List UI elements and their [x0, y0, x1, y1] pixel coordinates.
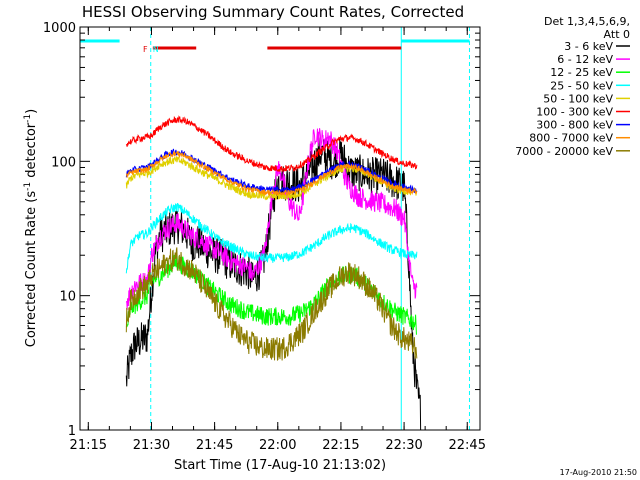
legend-item-label-1: 6 - 12 keV	[557, 53, 613, 66]
y-axis-title-sup2: -1	[23, 114, 33, 123]
axes: 21:15 21:30 21:45 22:00 22:15 22:30 22:45 1 10 10…	[43, 21, 486, 453]
y-axis-title-suffix: )	[24, 109, 39, 114]
chart-title: HESSI Observing Summary Count Rates, Cor…	[82, 3, 464, 21]
legend-item-label-4: 50 - 100 keV	[543, 92, 613, 105]
legend-header-1: Det 1,3,4,5,6,9,	[544, 15, 630, 28]
y-axis-title: Corrected Count Rate (s-1 detector-1)	[23, 109, 39, 347]
status-label-0: F	[143, 45, 148, 54]
series-line-7	[125, 150, 418, 197]
series-line-4	[125, 156, 417, 201]
x-tick-label-6: 22:45	[449, 438, 486, 453]
series-line-5	[125, 115, 418, 173]
legend-item-label-6: 300 - 800 keV	[536, 119, 613, 132]
x-tick-label-2: 21:45	[196, 438, 233, 453]
legend-item-label-5: 100 - 300 keV	[536, 106, 613, 119]
legend-item-label-7: 800 - 7000 keV	[529, 132, 613, 145]
series-line-2	[125, 254, 418, 335]
y-axis-title-sup1: -1	[23, 182, 33, 191]
y-axis-title-prefix: Corrected Count Rate (s	[24, 191, 39, 348]
x-tick-label-5: 22:30	[385, 438, 422, 453]
status-label-1: N	[153, 45, 159, 54]
legend-header-2: Att 0	[604, 28, 630, 41]
vertical-markers	[150, 27, 470, 430]
series-line-8	[125, 247, 418, 362]
x-tick-label-1: 21:30	[133, 438, 170, 453]
legend-item-label-2: 12 - 25 keV	[550, 66, 613, 79]
y-tick-label-2: 100	[51, 155, 76, 170]
y-tick-label-3: 1000	[43, 21, 76, 36]
plot-frame	[79, 26, 481, 431]
y-tick-label-1: 10	[59, 290, 76, 305]
x-axis-title: Start Time (17-Aug-10 21:13:02)	[174, 458, 386, 473]
timestamp-footer: 17-Aug-2010 21:50	[560, 468, 637, 477]
data-series	[125, 115, 422, 431]
x-tick-label-3: 22:00	[259, 438, 296, 453]
legend-item-label-8: 7000 - 20000 keV	[515, 145, 613, 158]
series-line-3	[125, 202, 418, 274]
y-tick-label-0: 1	[68, 424, 76, 439]
legend-item-label-3: 25 - 50 keV	[550, 79, 613, 92]
x-tick-label-4: 22:15	[322, 438, 359, 453]
y-axis-title-mid: detector	[24, 122, 39, 182]
x-tick-label-0: 21:15	[70, 438, 107, 453]
series-line-1	[125, 128, 418, 311]
legend-item-label-0: 3 - 6 keV	[564, 40, 613, 53]
